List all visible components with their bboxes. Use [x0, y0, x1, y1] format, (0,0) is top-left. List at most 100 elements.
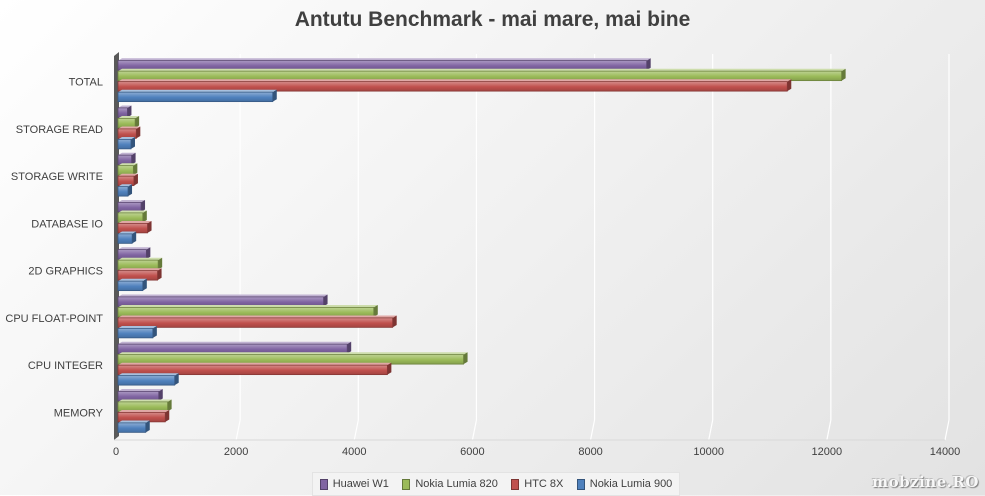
legend-label-lumia-900: Nokia Lumia 900	[589, 478, 673, 490]
bar-end	[131, 152, 136, 165]
bar	[117, 257, 163, 271]
bar-end	[136, 126, 141, 139]
bar-top	[118, 199, 146, 203]
x-tick-label: 8000	[578, 446, 602, 458]
x-tick-label: 6000	[460, 446, 484, 458]
legend-item-huawei: Huawei W1	[319, 478, 389, 490]
bar-end	[841, 68, 846, 81]
bar-top	[118, 257, 163, 261]
legend-item-lumia-900: Nokia Lumia 900	[576, 478, 673, 490]
bar	[117, 210, 147, 223]
legend-label-huawei: Huawei W1	[332, 478, 389, 490]
bar-end	[373, 304, 378, 317]
legend-item-lumia-820: Nokia Lumia 820	[402, 478, 498, 490]
x-tick-label: 14000	[930, 446, 961, 458]
bar-end	[392, 315, 397, 328]
category-label: CPU INTEGER	[28, 360, 103, 372]
bar	[117, 184, 133, 197]
bar-end	[158, 388, 163, 401]
bar-end	[146, 247, 151, 260]
bar-top	[118, 409, 170, 413]
bar-top	[118, 399, 172, 402]
bar-end	[787, 79, 792, 92]
category-label: CPU FLOAT-POINT	[5, 313, 103, 325]
bar-top	[118, 210, 147, 213]
bar-top	[118, 304, 378, 308]
bar-top	[118, 184, 133, 187]
gridline-floor	[826, 419, 832, 441]
legend-swatch-htc-8x	[511, 478, 520, 490]
bar-front	[117, 422, 147, 433]
bar-top	[118, 58, 651, 61]
bar-front	[117, 154, 132, 166]
legend-swatch-lumia-900	[576, 478, 585, 490]
bar-front	[117, 280, 144, 292]
bar	[117, 362, 392, 376]
bar-front	[117, 60, 648, 71]
bar	[117, 231, 137, 244]
bar-front	[117, 270, 158, 281]
bar-top	[118, 79, 792, 82]
bar-top	[118, 220, 152, 224]
bar-end	[130, 136, 135, 149]
watermark: mobzine.RO	[872, 473, 979, 491]
bar-top	[118, 68, 846, 72]
legend-label-htc-8x: HTC 8X	[524, 478, 564, 490]
bar-front	[117, 317, 394, 328]
category-label: 2D GRAPHICS	[28, 266, 103, 278]
gridline-floor	[708, 419, 714, 441]
gridline-floor	[235, 419, 241, 441]
bar	[117, 115, 140, 129]
bar-top	[118, 115, 140, 119]
bar	[117, 163, 138, 176]
bar-top	[118, 152, 136, 156]
bar-top	[118, 420, 150, 423]
bar	[117, 388, 163, 402]
axis-wall	[114, 52, 945, 441]
bar-top	[118, 362, 392, 366]
bar	[117, 126, 141, 139]
bar	[117, 315, 397, 328]
bar	[117, 304, 378, 318]
bar-end	[133, 163, 138, 176]
gridlines	[235, 54, 950, 441]
bar-end	[157, 268, 162, 281]
bar-front	[117, 128, 137, 139]
bar-front	[117, 175, 135, 187]
category-labels: TOTAL STORAGE READ STORAGE WRITE DATABASE I…	[5, 77, 103, 420]
bar-end	[463, 352, 468, 365]
bar-top	[118, 352, 468, 355]
bar-front	[117, 186, 129, 197]
bar-end	[165, 409, 170, 422]
bar	[117, 199, 146, 213]
bar	[117, 278, 147, 292]
bar-front	[117, 117, 136, 129]
bar-end	[142, 278, 147, 291]
bar-front	[117, 296, 324, 307]
legend: Huawei W1 Nokia Lumia 820 HTC 8X Nokia L…	[312, 472, 680, 496]
bar-front	[117, 259, 159, 271]
legend-item-htc-8x: HTC 8X	[511, 478, 563, 490]
bar-front	[117, 222, 148, 234]
category-label: DATABASE IO	[31, 218, 103, 230]
bar	[117, 89, 277, 103]
x-tick-label: 2000	[224, 446, 248, 458]
bar	[117, 399, 172, 412]
x-tick-labels: 0 2000 4000 6000 8000 10000 12000 14000	[113, 446, 960, 458]
bar	[117, 325, 157, 339]
x-tick-label: 0	[113, 446, 119, 458]
bar	[117, 173, 138, 187]
bar-front	[117, 390, 160, 402]
bar-front	[117, 201, 142, 213]
bar-front	[117, 343, 348, 355]
bar	[117, 136, 135, 150]
bar	[117, 58, 651, 71]
category-label: MEMORY	[54, 407, 104, 419]
bar-front	[117, 364, 388, 376]
bar-end	[152, 325, 157, 338]
bar-front	[117, 138, 132, 150]
bar-end	[174, 373, 179, 386]
bar-front	[117, 107, 128, 118]
bar-top	[118, 126, 141, 129]
